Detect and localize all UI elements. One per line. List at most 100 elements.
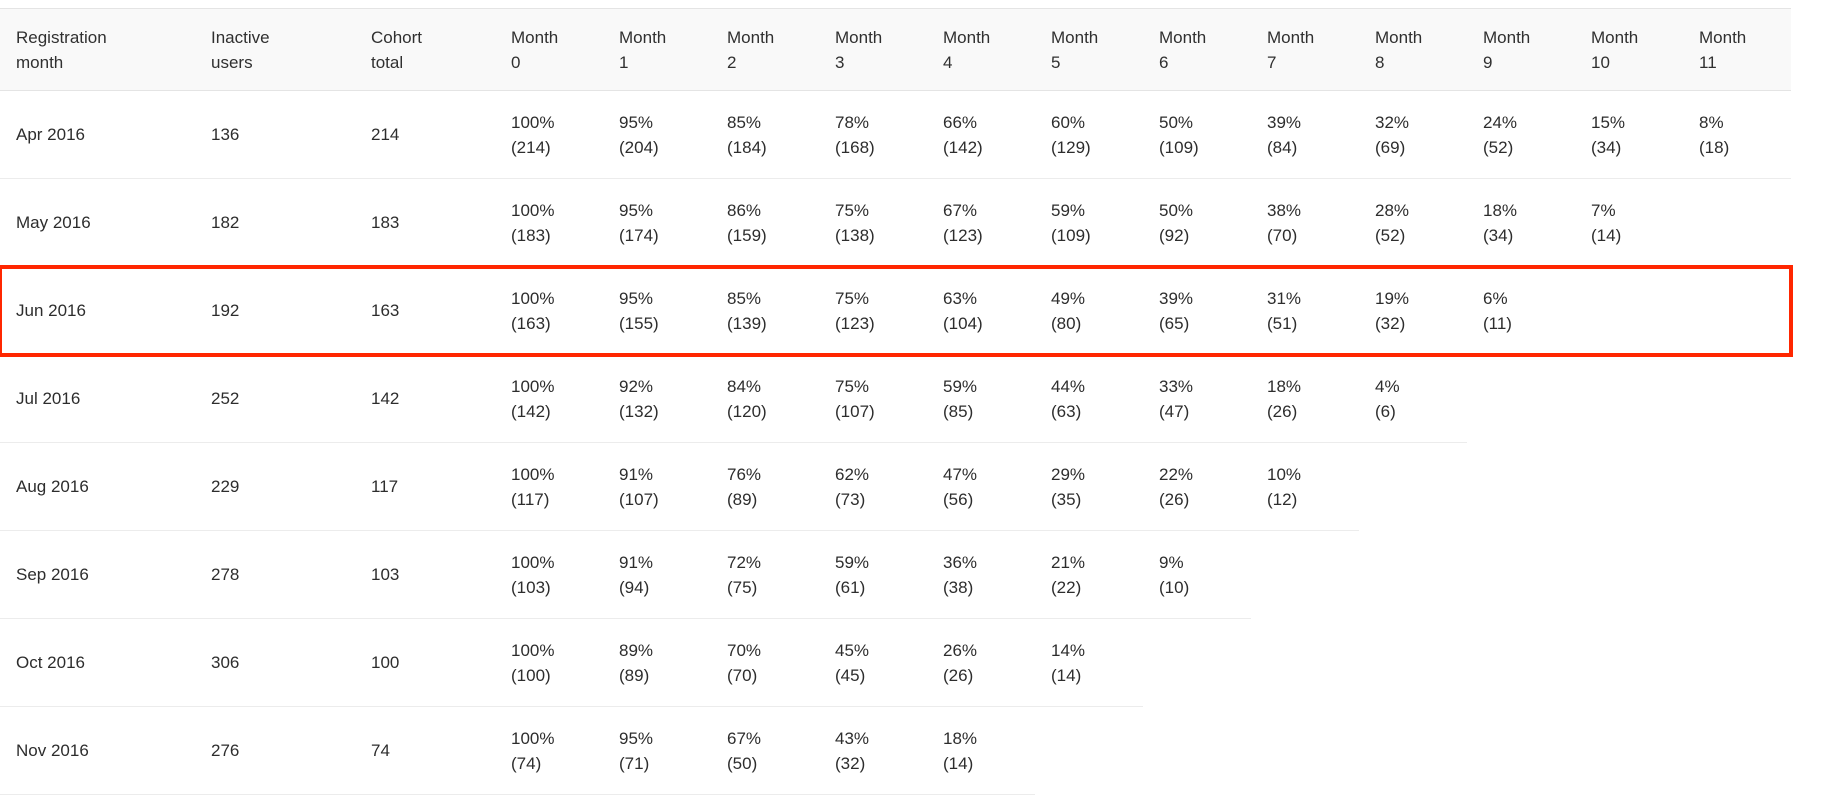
cell-month-8-empty [1359, 530, 1467, 619]
retention-percent: 33% [1159, 376, 1194, 396]
cell-month-7-empty [1251, 706, 1359, 795]
cell-month-2: 85% (139) [711, 266, 819, 355]
cell-month-11-empty [1683, 354, 1791, 443]
retention-count: (22) [1051, 577, 1082, 597]
column-header-month-11-line1: Month [1699, 27, 1747, 47]
column-header-month-7: Month 7 [1251, 8, 1359, 91]
cell-month-6: 9% (10) [1143, 530, 1251, 619]
retention-percent: 24% [1483, 112, 1518, 132]
cell-month-11-empty [1683, 618, 1791, 707]
retention-percent: 95% [619, 728, 654, 748]
column-header-month-4-line1: Month [943, 27, 991, 47]
cell-month-5-empty [1035, 706, 1143, 795]
cell-month-2: 72% (75) [711, 530, 819, 619]
retention-percent: 75% [835, 288, 870, 308]
retention-count: (204) [619, 137, 659, 157]
retention-percent: 47% [943, 464, 978, 484]
retention-percent: 18% [1267, 376, 1302, 396]
cell-month-1: 91% (107) [603, 442, 711, 531]
cell-inactive-users: 252 [195, 354, 355, 443]
cell-month-3: 75% (107) [819, 354, 927, 443]
retention-count: (6) [1375, 401, 1396, 421]
retention-percent: 49% [1051, 288, 1086, 308]
retention-count: (129) [1051, 137, 1091, 157]
cell-month-9-empty [1467, 618, 1575, 707]
retention-count: (61) [835, 577, 866, 597]
retention-count: (52) [1375, 225, 1406, 245]
cell-month-7-empty [1251, 618, 1359, 707]
cell-month-1: 92% (132) [603, 354, 711, 443]
retention-count: (94) [619, 577, 650, 597]
retention-count: (73) [835, 489, 866, 509]
retention-percent: 85% [727, 112, 762, 132]
cell-month-1: 91% (94) [603, 530, 711, 619]
cell-month-3: 75% (123) [819, 266, 927, 355]
cell-month-5: 29% (35) [1035, 442, 1143, 531]
cell-month-5: 60% (129) [1035, 90, 1143, 179]
retention-count: (84) [1267, 137, 1298, 157]
retention-percent: 91% [619, 464, 654, 484]
cell-month-3: 78% (168) [819, 90, 927, 179]
cell-month-2: 70% (70) [711, 618, 819, 707]
retention-count: (163) [511, 313, 551, 333]
retention-count: (103) [511, 577, 551, 597]
cell-registration-month: Apr 2016 [0, 90, 195, 179]
retention-count: (47) [1159, 401, 1190, 421]
retention-percent: 21% [1051, 552, 1086, 572]
retention-percent: 100% [511, 552, 555, 572]
column-header-inactive-users-line2: users [211, 52, 253, 72]
retention-percent: 95% [619, 200, 654, 220]
cell-month-10: 15% (34) [1575, 90, 1683, 179]
retention-percent: 45% [835, 640, 870, 660]
cell-month-8: 28% (52) [1359, 178, 1467, 267]
retention-percent: 62% [835, 464, 870, 484]
column-header-month-4: Month 4 [927, 8, 1035, 91]
retention-percent: 67% [943, 200, 978, 220]
retention-count: (45) [835, 665, 866, 685]
column-header-month-3-line1: Month [835, 27, 883, 47]
retention-percent: 7% [1591, 200, 1616, 220]
retention-count: (214) [511, 137, 551, 157]
cell-month-6: 39% (65) [1143, 266, 1251, 355]
retention-percent: 39% [1159, 288, 1194, 308]
retention-count: (14) [1051, 665, 1082, 685]
cell-month-8: 4% (6) [1359, 354, 1467, 443]
cell-month-0: 100% (117) [495, 442, 603, 531]
cell-month-5: 59% (109) [1035, 178, 1143, 267]
cell-month-3: 62% (73) [819, 442, 927, 531]
retention-count: (92) [1159, 225, 1190, 245]
column-header-month-5-line2: 5 [1051, 52, 1061, 72]
column-header-month-6: Month 6 [1143, 8, 1251, 91]
cell-month-1: 95% (204) [603, 90, 711, 179]
column-header-cohort-total: Cohort total [355, 8, 495, 91]
retention-percent: 6% [1483, 288, 1508, 308]
column-header-cohort-total-line2: total [371, 52, 404, 72]
retention-count: (85) [943, 401, 974, 421]
column-header-month-4-line2: 4 [943, 52, 953, 72]
retention-count: (70) [727, 665, 758, 685]
cell-month-2: 76% (89) [711, 442, 819, 531]
column-header-month-6-line1: Month [1159, 27, 1207, 47]
cell-cohort-total: 103 [355, 530, 495, 619]
cell-cohort-total: 183 [355, 178, 495, 267]
cell-cohort-total: 74 [355, 706, 495, 795]
retention-percent: 32% [1375, 112, 1410, 132]
retention-percent: 22% [1159, 464, 1194, 484]
cell-month-8-empty [1359, 618, 1467, 707]
column-header-month-11: Month 11 [1683, 8, 1791, 91]
cell-registration-month: Jul 2016 [0, 354, 195, 443]
cell-registration-month: Sep 2016 [0, 530, 195, 619]
retention-count: (74) [511, 753, 542, 773]
retention-count: (11) [1483, 313, 1512, 333]
retention-percent: 29% [1051, 464, 1086, 484]
retention-percent: 100% [511, 464, 555, 484]
retention-percent: 36% [943, 552, 978, 572]
column-header-month-7-line2: 7 [1267, 52, 1277, 72]
cell-month-0: 100% (142) [495, 354, 603, 443]
cell-inactive-users: 276 [195, 706, 355, 795]
retention-percent: 100% [511, 200, 555, 220]
retention-count: (109) [1159, 137, 1199, 157]
retention-percent: 92% [619, 376, 654, 396]
cell-month-5: 49% (80) [1035, 266, 1143, 355]
cell-month-4: 66% (142) [927, 90, 1035, 179]
